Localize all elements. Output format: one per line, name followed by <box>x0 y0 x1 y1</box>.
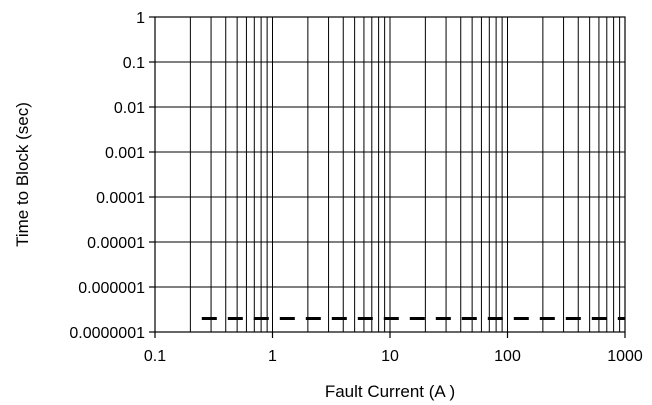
y-tick-label: 0.0001 <box>96 190 145 207</box>
y-tick-label: 0.00001 <box>87 235 145 252</box>
y-tick-label: 0.01 <box>114 100 145 117</box>
x-axis-title: Fault Current (A ) <box>325 382 455 401</box>
x-tick-label: 0.1 <box>144 348 166 365</box>
x-tick-labels: 0.1 1 10 100 1000 <box>144 332 643 365</box>
y-tick-labels: 1 0.1 0.01 0.001 0.0001 0.00001 0.000001 0.0000… <box>69 10 155 342</box>
y-tick-label: 1 <box>136 10 145 27</box>
grid <box>155 17 625 332</box>
x-tick-label: 10 <box>381 348 399 365</box>
y-tick-label: 0.1 <box>123 55 145 72</box>
y-tick-label: 0.001 <box>105 145 145 162</box>
y-tick-label: 0.0000001 <box>69 325 145 342</box>
y-axis-title: Time to Block (sec) <box>13 102 32 247</box>
x-tick-label: 100 <box>494 348 521 365</box>
y-tick-label: 0.000001 <box>78 280 145 297</box>
x-tick-label: 1000 <box>607 348 643 365</box>
x-tick-label: 1 <box>268 348 277 365</box>
